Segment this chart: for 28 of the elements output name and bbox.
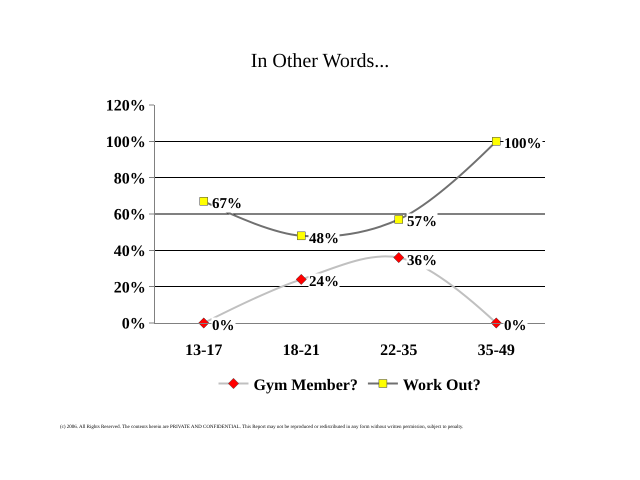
y-tick-label: 20% — [114, 279, 146, 296]
y-tick-label: 40% — [114, 242, 146, 260]
point — [200, 197, 208, 206]
y-tick-label: 120% — [106, 98, 146, 115]
y-tick-label: 100% — [106, 134, 146, 151]
legend-label: Gym Member? — [254, 376, 358, 394]
data-label: 67% — [212, 196, 242, 212]
x-tick-label: 35-49 — [478, 342, 515, 360]
point — [394, 215, 403, 224]
data-label: 36% — [407, 253, 437, 269]
point — [296, 274, 307, 285]
point — [492, 137, 500, 146]
point — [393, 252, 404, 264]
x-tick-label: 18-21 — [282, 342, 320, 360]
data-label: 57% — [407, 214, 437, 230]
legend-label: Work Out? — [402, 376, 481, 394]
y-tick-label: 0% — [122, 316, 146, 333]
y-tick-label: 60% — [114, 206, 146, 224]
y-tick-label: 80% — [114, 170, 146, 188]
data-label: 100% — [504, 136, 542, 152]
x-tick-label: 13-17 — [185, 342, 222, 360]
data-label: 0% — [212, 318, 234, 334]
data-label: 48% — [309, 231, 339, 247]
point — [297, 232, 306, 240]
chart-title: In Other Words... — [250, 50, 390, 72]
data-label: 0% — [504, 318, 526, 334]
data-label: 24% — [309, 274, 339, 290]
x-tick-label: 22-35 — [380, 342, 418, 360]
